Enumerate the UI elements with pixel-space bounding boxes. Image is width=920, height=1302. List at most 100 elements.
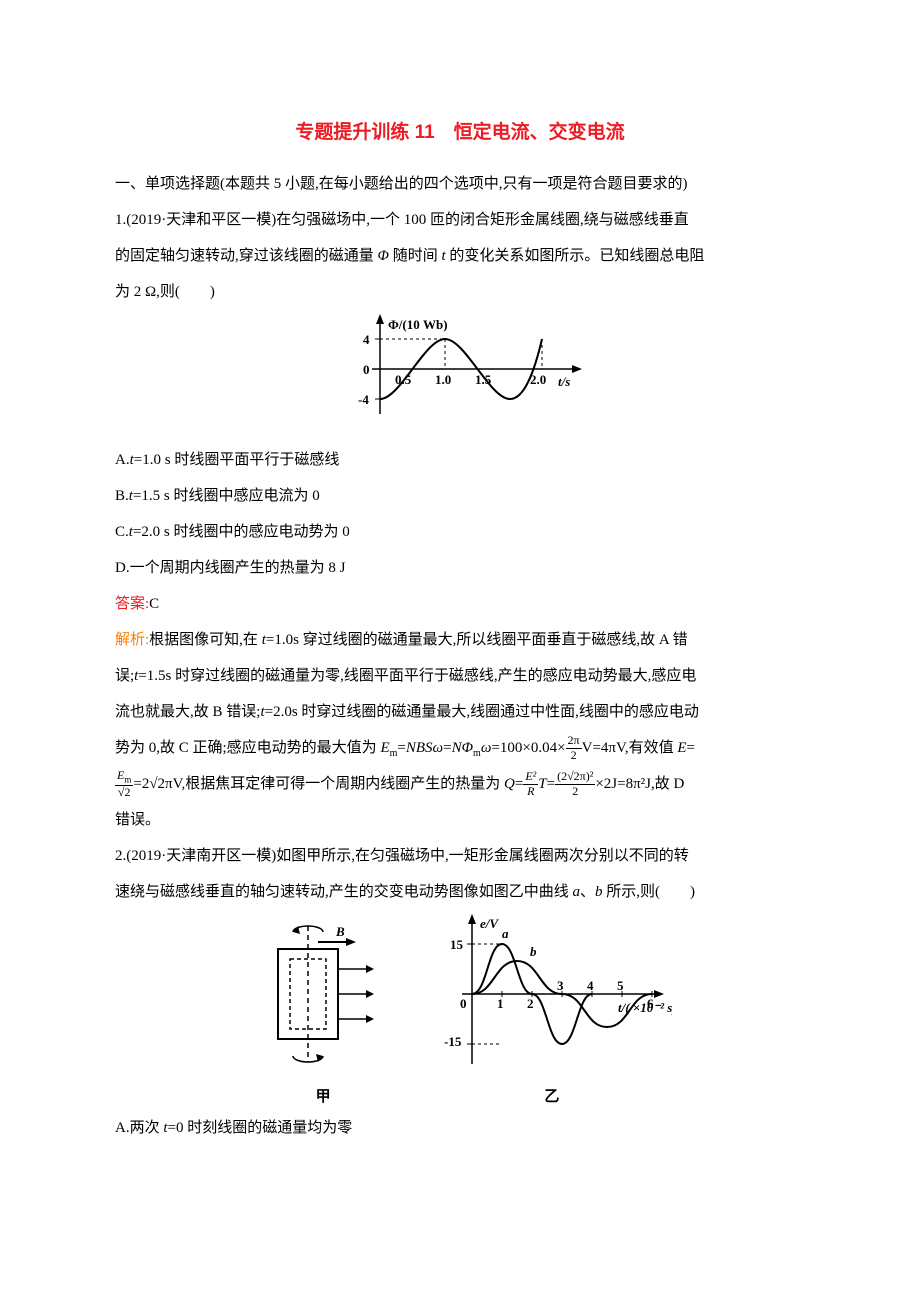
fraction: 2π2 (566, 734, 582, 761)
q1-explain-3: 流也就最大,故 B 错误;t=2.0s 时穿过线圈的磁通量最大,线圈通过中性面,… (115, 694, 805, 730)
var-E: E (677, 740, 686, 756)
eq: = (547, 776, 555, 792)
q1-option-b: B.t=1.5 s 时线圈中感应电流为 0 (115, 478, 805, 514)
q2-stem-line1: 2.(2019·天津南开区一模)如图甲所示,在匀强磁场中,一矩形金属线圈两次分别… (115, 838, 805, 874)
var-phi: Φ (462, 740, 473, 756)
text: 的固定轴匀速转动,穿过该线圈的磁通量 (115, 248, 378, 264)
den: 2 (566, 749, 582, 762)
text: =0 时刻线圈的磁通量均为零 (168, 1120, 353, 1136)
q1-explain-2: 误;t=1.5s 时穿过线圈的磁通量为零,线圈平面平行于磁感线,产生的感应电动势… (115, 658, 805, 694)
var-a: a (573, 884, 581, 900)
num: E² (523, 770, 538, 784)
den: R (523, 785, 538, 798)
text: =1.0 s 时线圈平面平行于磁感线 (134, 452, 340, 468)
text: 流也就最大,故 B 错误; (115, 704, 260, 720)
label: A.两次 (115, 1120, 163, 1136)
text: 速绕与磁感线垂直的轴匀速转动,产生的交变电动势图像如图乙中曲线 (115, 884, 573, 900)
y-axis-label: e/V (480, 916, 499, 931)
ytick: -4 (358, 392, 369, 407)
den: √2 (115, 786, 133, 799)
q1-explain-6: 错误。 (115, 802, 805, 838)
q2-figure: B 甲 e/V t/ (115, 914, 805, 1106)
num: (2√2π)² (555, 770, 595, 784)
q1-stem-line2: 的固定轴匀速转动,穿过该线圈的磁通量 Φ 随时间 t 的变化关系如图所示。已知线… (115, 238, 805, 274)
section-heading: 一、单项选择题(本题共 5 小题,在每小题给出的四个选项中,只有一项是符合题目要… (115, 166, 805, 202)
text: 根据图像可知,在 (149, 632, 262, 648)
xtick: 5 (617, 978, 624, 993)
ytick: 0 (363, 362, 370, 377)
sub: m (473, 748, 481, 759)
answer-value: C (149, 596, 159, 612)
q1-option-d: D.一个周期内线圈产生的热量为 8 J (115, 550, 805, 586)
eq: = (397, 740, 405, 756)
q1-explain-1: 解析:根据图像可知,在 t=1.0s 穿过线圈的磁通量最大,所以线圈平面垂直于磁… (115, 622, 805, 658)
q1-explain-5: Em√2=2√2πV,根据焦耳定律可得一个周期内线圈产生的热量为 Q=E²RT=… (115, 766, 805, 802)
text: =1.0s 穿过线圈的磁通量最大,所以线圈平面垂直于磁感线,故 A 错 (266, 632, 688, 648)
eq: = (443, 740, 451, 756)
xtick: 4 (587, 978, 594, 993)
ytick: 4 (363, 332, 370, 347)
xtick: 6 (647, 996, 654, 1011)
caption-left: 甲 (248, 1088, 398, 1106)
fraction: (2√2π)²2 (555, 770, 595, 797)
label-B: B (335, 924, 345, 939)
text: =1.5s 时穿过线圈的磁通量为零,线圈平面平行于磁感线,产生的感应电动势最大,… (138, 668, 696, 684)
fraction: Em√2 (115, 769, 133, 799)
num: Em (115, 769, 133, 786)
var-E: E (380, 740, 389, 756)
text: V=4πV,有效值 (582, 740, 678, 756)
flux-sine-chart: Φ/(10 Wb) t/s 4 0 -4 0.5 1.0 1.5 2.0 (330, 314, 590, 424)
text: 随时间 (389, 248, 442, 264)
q1-option-c: C.t=2.0 s 时线圈中的感应电动势为 0 (115, 514, 805, 550)
page-title: 专题提升训练 11 恒定电流、交变电流 (115, 110, 805, 156)
text: 势为 0,故 C 正确;感应电动势的最大值为 (115, 740, 380, 756)
xtick: 1.0 (435, 372, 451, 387)
var-omega: ω (481, 740, 492, 756)
var-N: N (452, 740, 462, 756)
q1-figure: Φ/(10 Wb) t/s 4 0 -4 0.5 1.0 1.5 2.0 (115, 314, 805, 438)
text: 、 (580, 884, 595, 900)
text: =100×0.04× (491, 740, 565, 756)
label: A. (115, 452, 130, 468)
den: 2 (555, 785, 595, 798)
text: =2√2πV,根据焦耳定律可得一个周期内线圈产生的热量为 (133, 776, 504, 792)
var-T: T (538, 776, 546, 792)
xtick: 2 (527, 996, 534, 1011)
num: 2π (566, 734, 582, 748)
caption-right: 乙 (432, 1088, 672, 1106)
label-b: b (530, 944, 537, 959)
q1-stem-line1: 1.(2019·天津和平区一模)在匀强磁场中,一个 100 匝的闭合矩形金属线圈… (115, 202, 805, 238)
fraction: E²R (523, 770, 538, 797)
q2-option-a: A.两次 t=0 时刻线圈的磁通量均为零 (115, 1110, 805, 1146)
answer-label: 答案: (115, 596, 149, 612)
q1-stem-line3: 为 2 Ω,则( ) (115, 274, 805, 310)
y-axis-label: Φ/(10 Wb) (388, 317, 448, 332)
text: 的变化关系如图所示。已知线圈总电阻 (446, 248, 705, 264)
var-Q: Q (504, 776, 515, 792)
ytick: -15 (444, 1034, 462, 1049)
eq: = (687, 740, 695, 756)
coil-diagram: B (248, 914, 398, 1074)
q2-stem-line2: 速绕与磁感线垂直的轴匀速转动,产生的交变电动势图像如图乙中曲线 a、b 所示,则… (115, 874, 805, 910)
x-axis-label: t/s (558, 374, 570, 389)
text: =2.0s 时穿过线圈的磁通量最大,线圈通过中性面,线圈中的感应电动 (265, 704, 699, 720)
var-omega: ω (433, 740, 444, 756)
ytick: 0 (460, 996, 467, 1011)
var-b: b (595, 884, 603, 900)
var-NBS: NBS (406, 740, 433, 756)
label-a: a (502, 926, 509, 941)
ytick: 15 (450, 937, 464, 952)
label: C. (115, 524, 129, 540)
text: ×2J=8π²J,故 D (595, 776, 684, 792)
x-axis-label: t/( ×10⁻² s) (618, 1000, 672, 1015)
sub: m (124, 774, 131, 784)
emf-sine-chart: e/V t/( ×10⁻² s) 15 0 -15 1 2 3 4 5 6 (432, 914, 672, 1074)
q1-option-a: A.t=1.0 s 时线圈平面平行于磁感线 (115, 442, 805, 478)
q1-explain-4: 势为 0,故 C 正确;感应电动势的最大值为 Em=NBSω=NΦmω=100×… (115, 730, 805, 766)
text: 误; (115, 668, 134, 684)
text: =2.0 s 时线圈中的感应电动势为 0 (133, 524, 350, 540)
label: B. (115, 488, 129, 504)
explain-label: 解析: (115, 632, 149, 648)
xtick: 1 (497, 996, 504, 1011)
eq: = (515, 776, 523, 792)
